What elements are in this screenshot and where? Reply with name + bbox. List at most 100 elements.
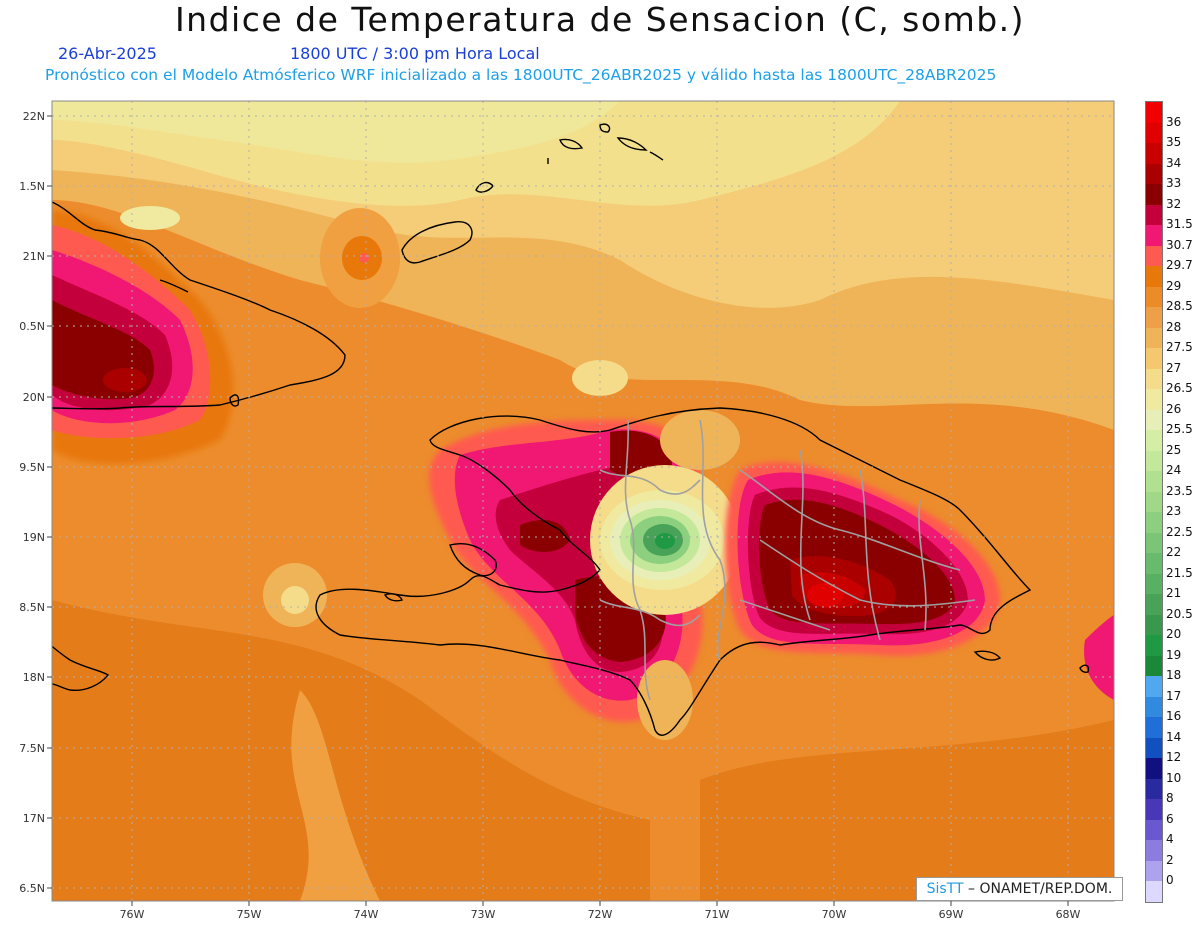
chart-title: Indice de Temperatura de Sensacion (C, s… [174,0,1026,39]
legend-label: 34 [1166,155,1182,170]
legend-swatch [1146,225,1162,247]
forecast-info: Pronóstico con el Modelo Atmósferico WRF… [45,66,997,84]
legend-label: 33 [1166,176,1182,191]
color-legend [1145,101,1163,903]
legend-swatch [1146,122,1162,144]
credit-text: – ONAMET/REP.DOM. [963,881,1113,897]
lat-label: 0.5N [19,320,45,333]
lon-label: 73W [471,908,496,921]
lat-label: 1.5N [19,180,45,193]
legend-swatch [1146,860,1162,882]
legend-label: 28 [1166,319,1182,334]
legend-label: 35 [1166,135,1182,150]
legend-label: 12 [1166,750,1182,765]
lon-label: 68W [1056,908,1081,921]
legend-swatch [1146,491,1162,513]
legend-swatch [1146,717,1162,739]
legend-swatch [1146,696,1162,718]
legend-label: 26 [1166,401,1182,416]
legend-swatch [1146,758,1162,780]
legend-swatch [1146,881,1162,903]
legend-swatch [1146,348,1162,370]
valid-date: 26-Abr-2025 [58,44,157,63]
legend-swatch [1146,737,1162,759]
legend-swatch [1146,819,1162,841]
legend-swatch [1146,184,1162,206]
legend-swatch [1146,450,1162,472]
legend-label: 28.5 [1166,299,1193,314]
legend-label: 36 [1166,114,1182,129]
lat-label: 22N [23,110,45,123]
legend-label: 31.5 [1166,217,1193,232]
credit-box: SisTT – ONAMET/REP.DOM. [916,877,1123,901]
legend-label: 29.7 [1166,258,1193,273]
legend-swatch [1146,532,1162,554]
legend-label: 25.5 [1166,422,1193,437]
coastlines [52,123,1090,736]
legend-label: 10 [1166,770,1182,785]
legend-swatch [1146,573,1162,595]
legend-swatch [1146,840,1162,862]
lon-label: 70W [822,908,847,921]
legend-label: 19 [1166,647,1182,662]
legend-swatch [1146,327,1162,349]
lon-label: 69W [939,908,964,921]
legend-swatch [1146,389,1162,411]
lat-label: 6.5N [19,882,45,895]
map-frame [51,100,1115,902]
longitude-labels: 76W 75W 74W 73W 72W 71W 70W 69W 68W [120,908,1081,921]
legend-swatch [1146,676,1162,698]
legend-swatch [1146,778,1162,800]
legend-label: 25 [1166,442,1182,457]
legend-swatch [1146,471,1162,493]
legend-label: 30.7 [1166,237,1193,252]
legend-label: 24 [1166,463,1182,478]
legend-label: 21.5 [1166,565,1193,580]
legend-swatch [1146,266,1162,288]
legend-swatch [1146,409,1162,431]
legend-swatch [1146,635,1162,657]
lon-label: 72W [588,908,613,921]
legend-swatch [1146,368,1162,390]
sistt-logo: SisTT [926,881,964,897]
lon-label: 75W [237,908,262,921]
lon-label: 74W [354,908,379,921]
legend-label: 20 [1166,627,1182,642]
lon-label: 76W [120,908,145,921]
lat-label: 20N [23,391,45,404]
lat-label: 9.5N [19,461,45,474]
latitude-labels: 22N 1.5N 21N 0.5N 20N 9.5N 19N 8.5N 18N … [19,110,45,895]
legend-label: 27.5 [1166,340,1193,355]
lat-label: 7.5N [19,742,45,755]
legend-label: 6 [1166,811,1174,826]
legend-swatch [1146,655,1162,677]
legend-label: 22 [1166,545,1182,560]
legend-label: 14 [1166,729,1182,744]
legend-swatch [1146,594,1162,616]
legend-label: 21 [1166,586,1182,601]
legend-swatch [1146,430,1162,452]
legend-label: 32 [1166,196,1182,211]
valid-time: 1800 UTC / 3:00 pm Hora Local [290,44,540,63]
shaded-field [52,101,1114,901]
legend-label: 27 [1166,360,1182,375]
legend-label: 23.5 [1166,483,1193,498]
legend-label: 18 [1166,668,1182,683]
legend-label: 16 [1166,709,1182,724]
legend-swatch [1146,799,1162,821]
legend-swatch [1146,614,1162,636]
legend-label: 8 [1166,791,1174,806]
legend-swatch [1146,512,1162,534]
legend-label: 4 [1166,832,1174,847]
legend-label: 29 [1166,278,1182,293]
legend-swatch [1146,307,1162,329]
graticule [52,101,1114,901]
admin-borders [599,419,976,701]
legend-swatch [1146,553,1162,575]
legend-swatch [1146,286,1162,308]
lon-label: 71W [705,908,730,921]
legend-swatch [1146,102,1162,123]
legend-label: 20.5 [1166,606,1193,621]
legend-label: 22.5 [1166,524,1193,539]
